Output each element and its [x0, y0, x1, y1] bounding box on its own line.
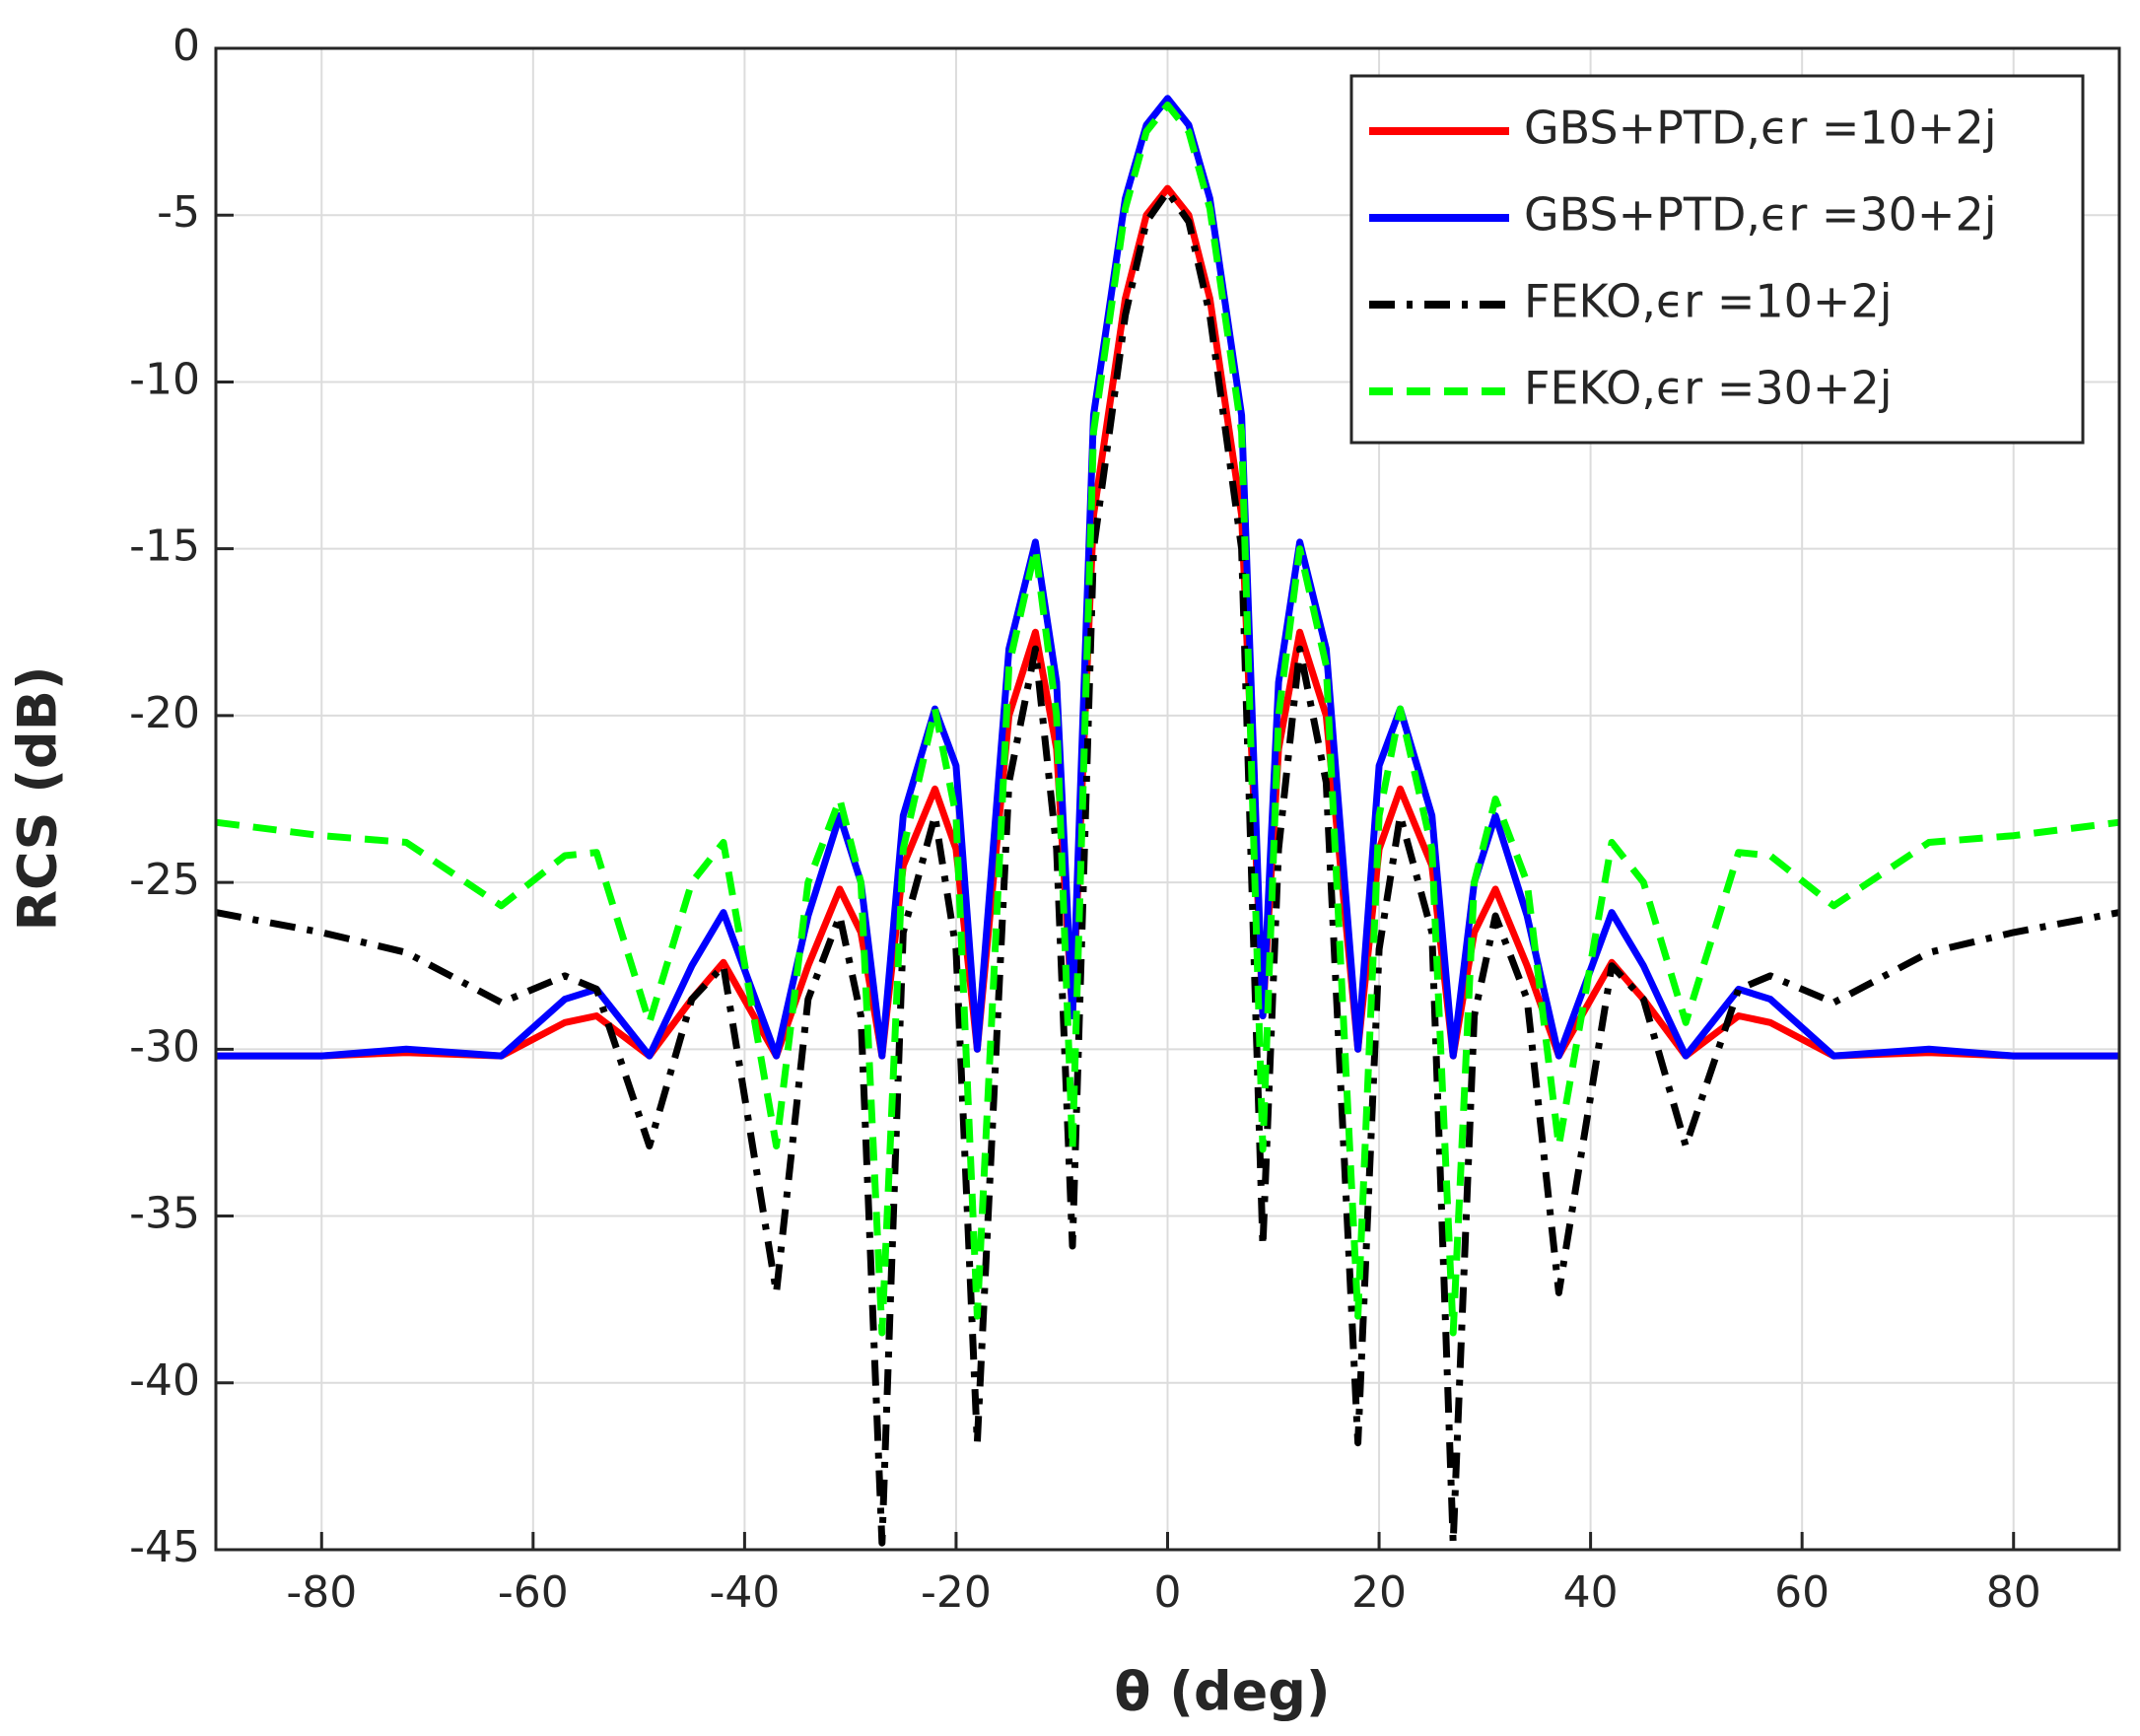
- y-axis-label: RCS (dB): [7, 665, 69, 931]
- y-tick-label: -25: [129, 855, 200, 905]
- legend-box: [1349, 74, 2085, 445]
- x-tick-label: 80: [1986, 1567, 2041, 1618]
- x-tick-label: 60: [1774, 1567, 1829, 1618]
- x-tick-label: -40: [709, 1567, 780, 1618]
- x-tick-label: 20: [1351, 1567, 1407, 1618]
- x-tick-label: 40: [1563, 1567, 1619, 1618]
- x-tick-label: -60: [498, 1567, 569, 1618]
- y-tick-label: -10: [129, 354, 200, 404]
- y-tick-label: -20: [129, 688, 200, 738]
- legend-label: FEKO,ϵr =30+2j: [1524, 362, 1893, 415]
- series-line: [216, 184, 2119, 1060]
- y-tick-label: -15: [129, 521, 200, 572]
- x-axis-label: θ (deg): [1114, 1661, 1330, 1723]
- x-tick-label: -20: [921, 1567, 992, 1618]
- x-tick-label: 0: [1154, 1567, 1182, 1618]
- y-tick-label: -5: [157, 187, 200, 238]
- series-line: [215, 102, 2120, 1337]
- y-tick-label: -40: [129, 1355, 200, 1406]
- legend-label: GBS+PTD,ϵr =10+2j: [1524, 102, 1997, 155]
- y-tick-label: -45: [129, 1522, 200, 1572]
- y-tick-label: 0: [173, 21, 200, 71]
- y-tick-label: -35: [129, 1189, 200, 1239]
- legend-label: FEKO,ϵr =10+2j: [1524, 275, 1893, 328]
- y-tick-label: -30: [129, 1021, 200, 1072]
- plot-frame: [214, 46, 2121, 1552]
- series-line: [215, 188, 2120, 1547]
- x-tick-label: -80: [286, 1567, 357, 1618]
- legend-label: GBS+PTD,ϵr =30+2j: [1524, 188, 1997, 242]
